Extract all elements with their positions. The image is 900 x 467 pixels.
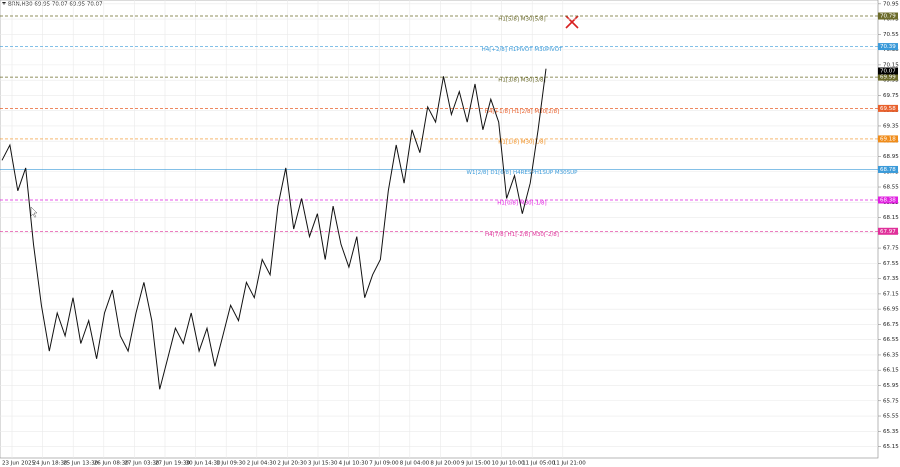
x-tick-label: 2 Jul 04:30 <box>247 461 277 467</box>
price-box <box>878 196 898 204</box>
price-box-label: 69.58 <box>880 106 896 112</box>
price-box <box>878 227 898 235</box>
y-tick-label: 66.95 <box>883 307 899 313</box>
y-tick-label: 69.75 <box>883 93 899 99</box>
y-tick-label: 70.95 <box>883 1 899 7</box>
current-price-box <box>878 67 898 75</box>
y-tick-label: 67.35 <box>883 276 899 282</box>
price-box-label: 69.99 <box>880 75 896 81</box>
price-box-label: 67.97 <box>880 229 896 235</box>
price-box-label: 68.38 <box>880 197 896 203</box>
y-tick-label: 68.95 <box>883 154 899 160</box>
header-icon <box>2 2 6 5</box>
level-label: H1[0/8] M30[-1/8] <box>497 200 546 206</box>
y-tick-label: 65.15 <box>883 444 899 450</box>
y-tick-label: 65.55 <box>883 414 899 420</box>
x-tick-label: 9 Jul 15:00 <box>461 461 491 467</box>
x-tick-label: 27 Jun 03:30 <box>124 461 159 467</box>
x-tick-label: 3 Jul 15:30 <box>308 461 338 467</box>
x-tick-label: 11 Jul 21:00 <box>553 461 586 467</box>
price-box <box>878 12 898 20</box>
price-box-label: 69.18 <box>880 136 896 142</box>
x-tick-label: 8 Jul 04:00 <box>400 461 430 467</box>
price-box <box>878 135 898 143</box>
y-tick-label: 67.15 <box>883 291 899 297</box>
current-price-label: 70.07 <box>880 68 896 74</box>
y-tick-label: 70.55 <box>883 32 899 38</box>
x-tick-label: 8 Jul 20:00 <box>430 461 460 467</box>
chart-header: BRN,H30 69.95 70.07 69.95 70.07 <box>8 2 103 8</box>
y-tick-label: 66.75 <box>883 322 899 328</box>
close-mark <box>565 15 579 29</box>
x-tick-label: 1 Jul 09:30 <box>216 461 246 467</box>
price-box <box>878 43 898 51</box>
x-tick-label: 2 Jul 20:30 <box>277 461 307 467</box>
y-tick-label: 70.75 <box>883 17 899 23</box>
y-tick-label: 65.95 <box>883 383 899 389</box>
x-tick-label: 26 Jun 08:30 <box>94 461 129 467</box>
y-tick-label: 69.95 <box>883 78 899 84</box>
x-tick-label: 25 Jun 13:30 <box>63 461 98 467</box>
x-tick-label: 24 Jun 18:30 <box>33 461 68 467</box>
level-label: H1[1/8] M30[1/8] <box>498 139 545 145</box>
y-tick-label: 70.35 <box>883 47 899 53</box>
price-box-label: 70.79 <box>880 14 896 20</box>
x-tick-label: 4 Jul 10:30 <box>339 461 369 467</box>
y-tick-label: 66.35 <box>883 352 899 358</box>
plot-frame <box>0 0 879 459</box>
price-box-label: 68.78 <box>880 167 896 173</box>
price-box <box>878 73 898 81</box>
y-tick-label: 66.55 <box>883 337 899 343</box>
price-line <box>1 68 547 390</box>
price-box <box>878 104 898 112</box>
level-label: H1[5/8] M30[5/8] <box>498 17 545 23</box>
y-tick-label: 68.55 <box>883 185 899 191</box>
price-box <box>878 165 898 173</box>
x-tick-label: 10 Jul 10:00 <box>492 461 525 467</box>
level-label: H4[+1/8] H1[2/8] M30[2/8] <box>485 109 560 115</box>
x-tick-label: 27 Jun 19:30 <box>155 461 190 467</box>
x-tick-label: 11 Jul 05:00 <box>522 461 555 467</box>
x-tick-label: 30 Jun 14:30 <box>186 461 221 467</box>
y-tick-label: 68.15 <box>883 215 899 221</box>
y-tick-label: 67.75 <box>883 246 899 252</box>
y-tick-label: 65.75 <box>883 398 899 404</box>
x-tick-label: 23 Jun 2025 <box>2 461 36 467</box>
y-tick-label: 66.15 <box>883 368 899 374</box>
level-label: W1[2/8] D1[6/8] H4RESPH1SUP M30SUP <box>467 170 579 176</box>
y-tick-label: 70.15 <box>883 62 899 68</box>
level-label: H1[3/8] M30[3/8] <box>498 78 545 84</box>
level-label: H4[7/8] H1[-2/8] M30[-2/8] <box>485 232 559 238</box>
y-tick-label: 65.35 <box>883 429 899 435</box>
level-label: H4[+2/8] H1PIVOT M30PIVOT <box>482 47 563 53</box>
price-box-label: 70.39 <box>880 44 896 50</box>
y-tick-label: 69.35 <box>883 123 899 129</box>
x-tick-label: 7 Jul 09:00 <box>369 461 399 467</box>
y-tick-label: 67.55 <box>883 261 899 267</box>
